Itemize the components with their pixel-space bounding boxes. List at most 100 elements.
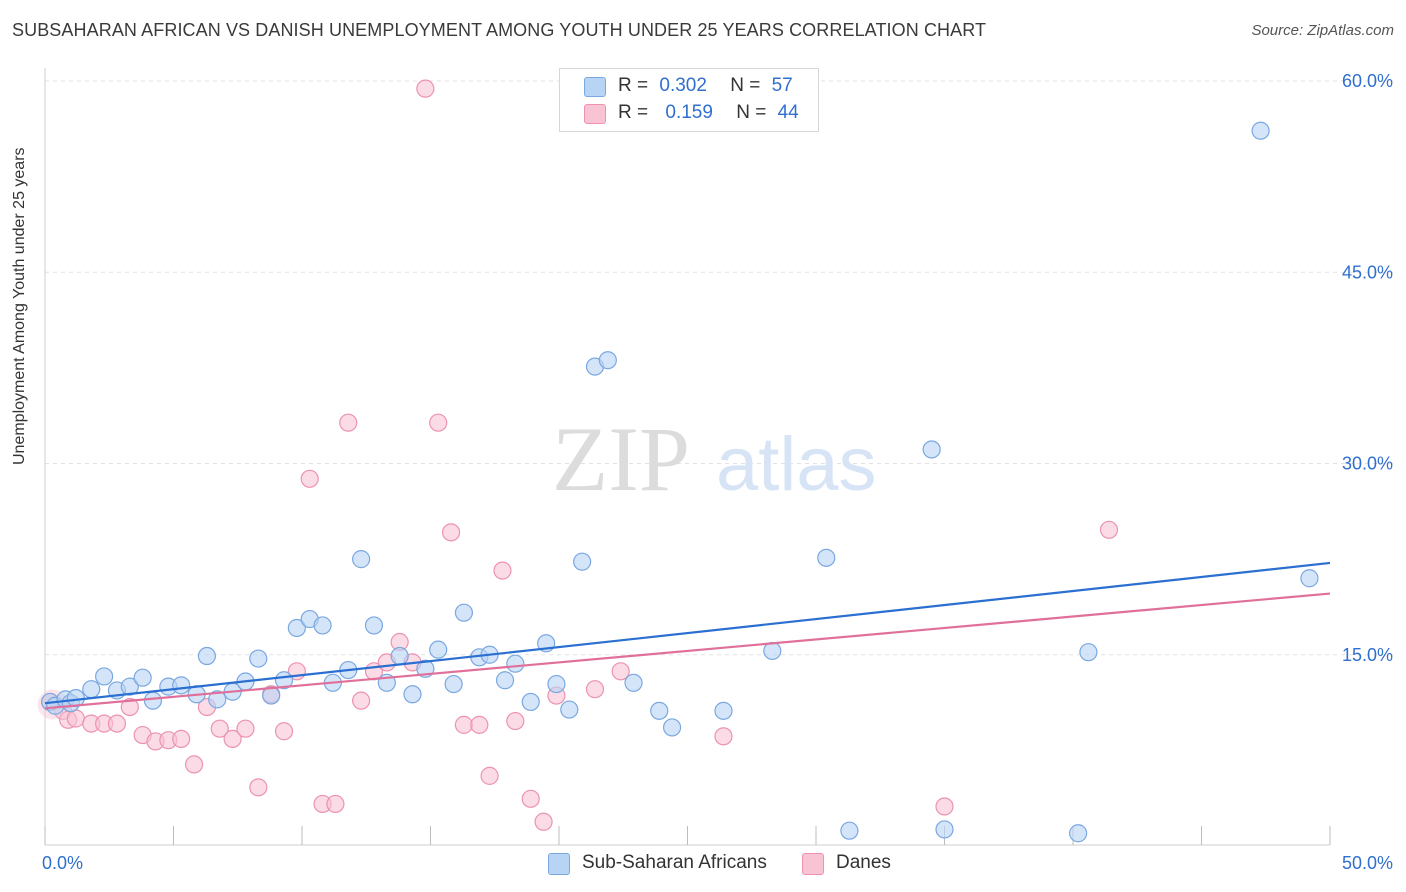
sub-saharan-point [172, 676, 191, 695]
danes-point [66, 709, 85, 728]
danes-point [416, 79, 435, 98]
y-tick-label: 15.0% [1342, 645, 1393, 665]
danes-point [470, 715, 489, 734]
sub-saharan-point [82, 680, 101, 699]
sub-saharan-point [1300, 569, 1319, 588]
sub-saharan-point [143, 691, 163, 710]
legend-r-label: R = [618, 102, 649, 123]
sub-saharan-point [1251, 121, 1270, 140]
danes-point [611, 662, 630, 681]
sub-saharan-point [197, 646, 217, 666]
sub-saharan-point [1079, 643, 1098, 662]
sub-saharan-point [249, 649, 268, 668]
sub-saharan-point [364, 616, 384, 635]
sub-saharan-point [817, 548, 836, 567]
watermark-atlas: atlas [716, 422, 877, 507]
trend-lines [44, 561, 1331, 710]
stats-legend: R = 0.302 N = 57 R = 0.159 N = 44 [559, 68, 819, 132]
danes-point [521, 789, 540, 808]
legend-n-value: 44 [777, 102, 799, 123]
sub-saharan-point [352, 550, 371, 569]
legend-swatch-pink [584, 104, 606, 124]
legend-swatch-blue [584, 77, 606, 97]
bottom-legend-label: Danes [836, 852, 891, 873]
legend-r-value: 0.302 [659, 75, 707, 96]
danes-point [300, 469, 319, 488]
x-tick-label: 0.0% [42, 853, 83, 873]
danes-point [249, 778, 268, 797]
sub-saharan-point [560, 700, 579, 719]
y-tick-label: 45.0% [1342, 262, 1393, 282]
y-tick-label: 60.0% [1342, 71, 1393, 91]
legend-n-label: N = [736, 102, 767, 123]
sub-saharan-point [444, 674, 463, 694]
legend-r-label: R = [618, 75, 649, 96]
axes [44, 68, 1331, 846]
legend-r-value: 0.159 [665, 102, 713, 123]
danes-point [172, 729, 191, 749]
sub-saharan-point [922, 440, 941, 459]
sub-saharan-point [573, 552, 592, 571]
sub-saharan-point [547, 674, 566, 694]
sub-saharan-point [1069, 824, 1088, 843]
sub-saharan-point [454, 603, 474, 622]
legend-n-label: N = [730, 75, 761, 96]
sub-saharan-point [935, 820, 954, 839]
y-axis-label: Unemployment Among Youth under 25 years [11, 147, 28, 465]
sub-saharan-point [95, 667, 114, 686]
danes-point [274, 722, 294, 741]
sub-saharan-point [840, 821, 859, 840]
sub-saharan-point [506, 654, 525, 673]
watermark-zip: ZIP [552, 408, 690, 510]
sub-saharan-point [650, 701, 669, 720]
sub-saharan-point [208, 690, 227, 709]
source-label: Source: ZipAtlas.com [1251, 22, 1394, 39]
danes-point [326, 794, 345, 814]
danes-point [493, 561, 512, 580]
sub-saharan-point [133, 668, 152, 687]
danes-point [429, 413, 448, 432]
bottom-swatch-blue [548, 853, 570, 875]
danes-point [352, 691, 371, 710]
danes-point [506, 711, 525, 731]
sub-saharan-trend-line [44, 561, 1331, 705]
sub-saharan-point [521, 692, 540, 712]
y-tick-label: 30.0% [1342, 454, 1393, 474]
sub-saharan-point [714, 701, 733, 720]
sub-saharan-point [429, 640, 448, 659]
legend-n-value: 57 [771, 75, 793, 96]
danes-point [441, 523, 461, 542]
tick-labels: 15.0% 30.0% 45.0% 60.0% 0.0% 50.0% [42, 71, 1393, 873]
danes-point [236, 719, 255, 738]
bottom-legend-label: Sub-Saharan Africans [582, 852, 767, 873]
sub-saharan-point [403, 685, 422, 704]
danes-point [184, 755, 204, 774]
danes-trend-line [44, 592, 1331, 710]
danes-point [534, 812, 553, 831]
sub-saharan-point [662, 718, 682, 737]
sub-saharan-point [495, 671, 515, 690]
sub-saharan-point [287, 618, 306, 638]
danes-point [223, 729, 242, 749]
sub-saharan-point [120, 677, 139, 696]
chart-title: SUBSAHARAN AFRICAN VS DANISH UNEMPLOYMEN… [12, 20, 987, 40]
danes-point [935, 797, 954, 816]
danes-point [714, 727, 733, 746]
danes-point [107, 714, 127, 733]
sub-saharan-point [598, 351, 617, 370]
sub-saharan-point [624, 673, 643, 692]
bottom-swatch-pink [802, 853, 824, 875]
danes-point [339, 413, 358, 432]
danes-point [585, 680, 605, 699]
x-tick-label: 50.0% [1342, 853, 1393, 873]
danes-point [120, 697, 139, 717]
danes-point [1099, 520, 1119, 539]
sub-saharan-point [390, 646, 409, 666]
danes-point [454, 715, 474, 734]
grid-lines [45, 80, 1395, 656]
danes-point [480, 766, 499, 785]
danes-point [210, 719, 229, 738]
sub-saharan-point [313, 616, 332, 635]
watermark: ZIP atlas [552, 408, 877, 510]
